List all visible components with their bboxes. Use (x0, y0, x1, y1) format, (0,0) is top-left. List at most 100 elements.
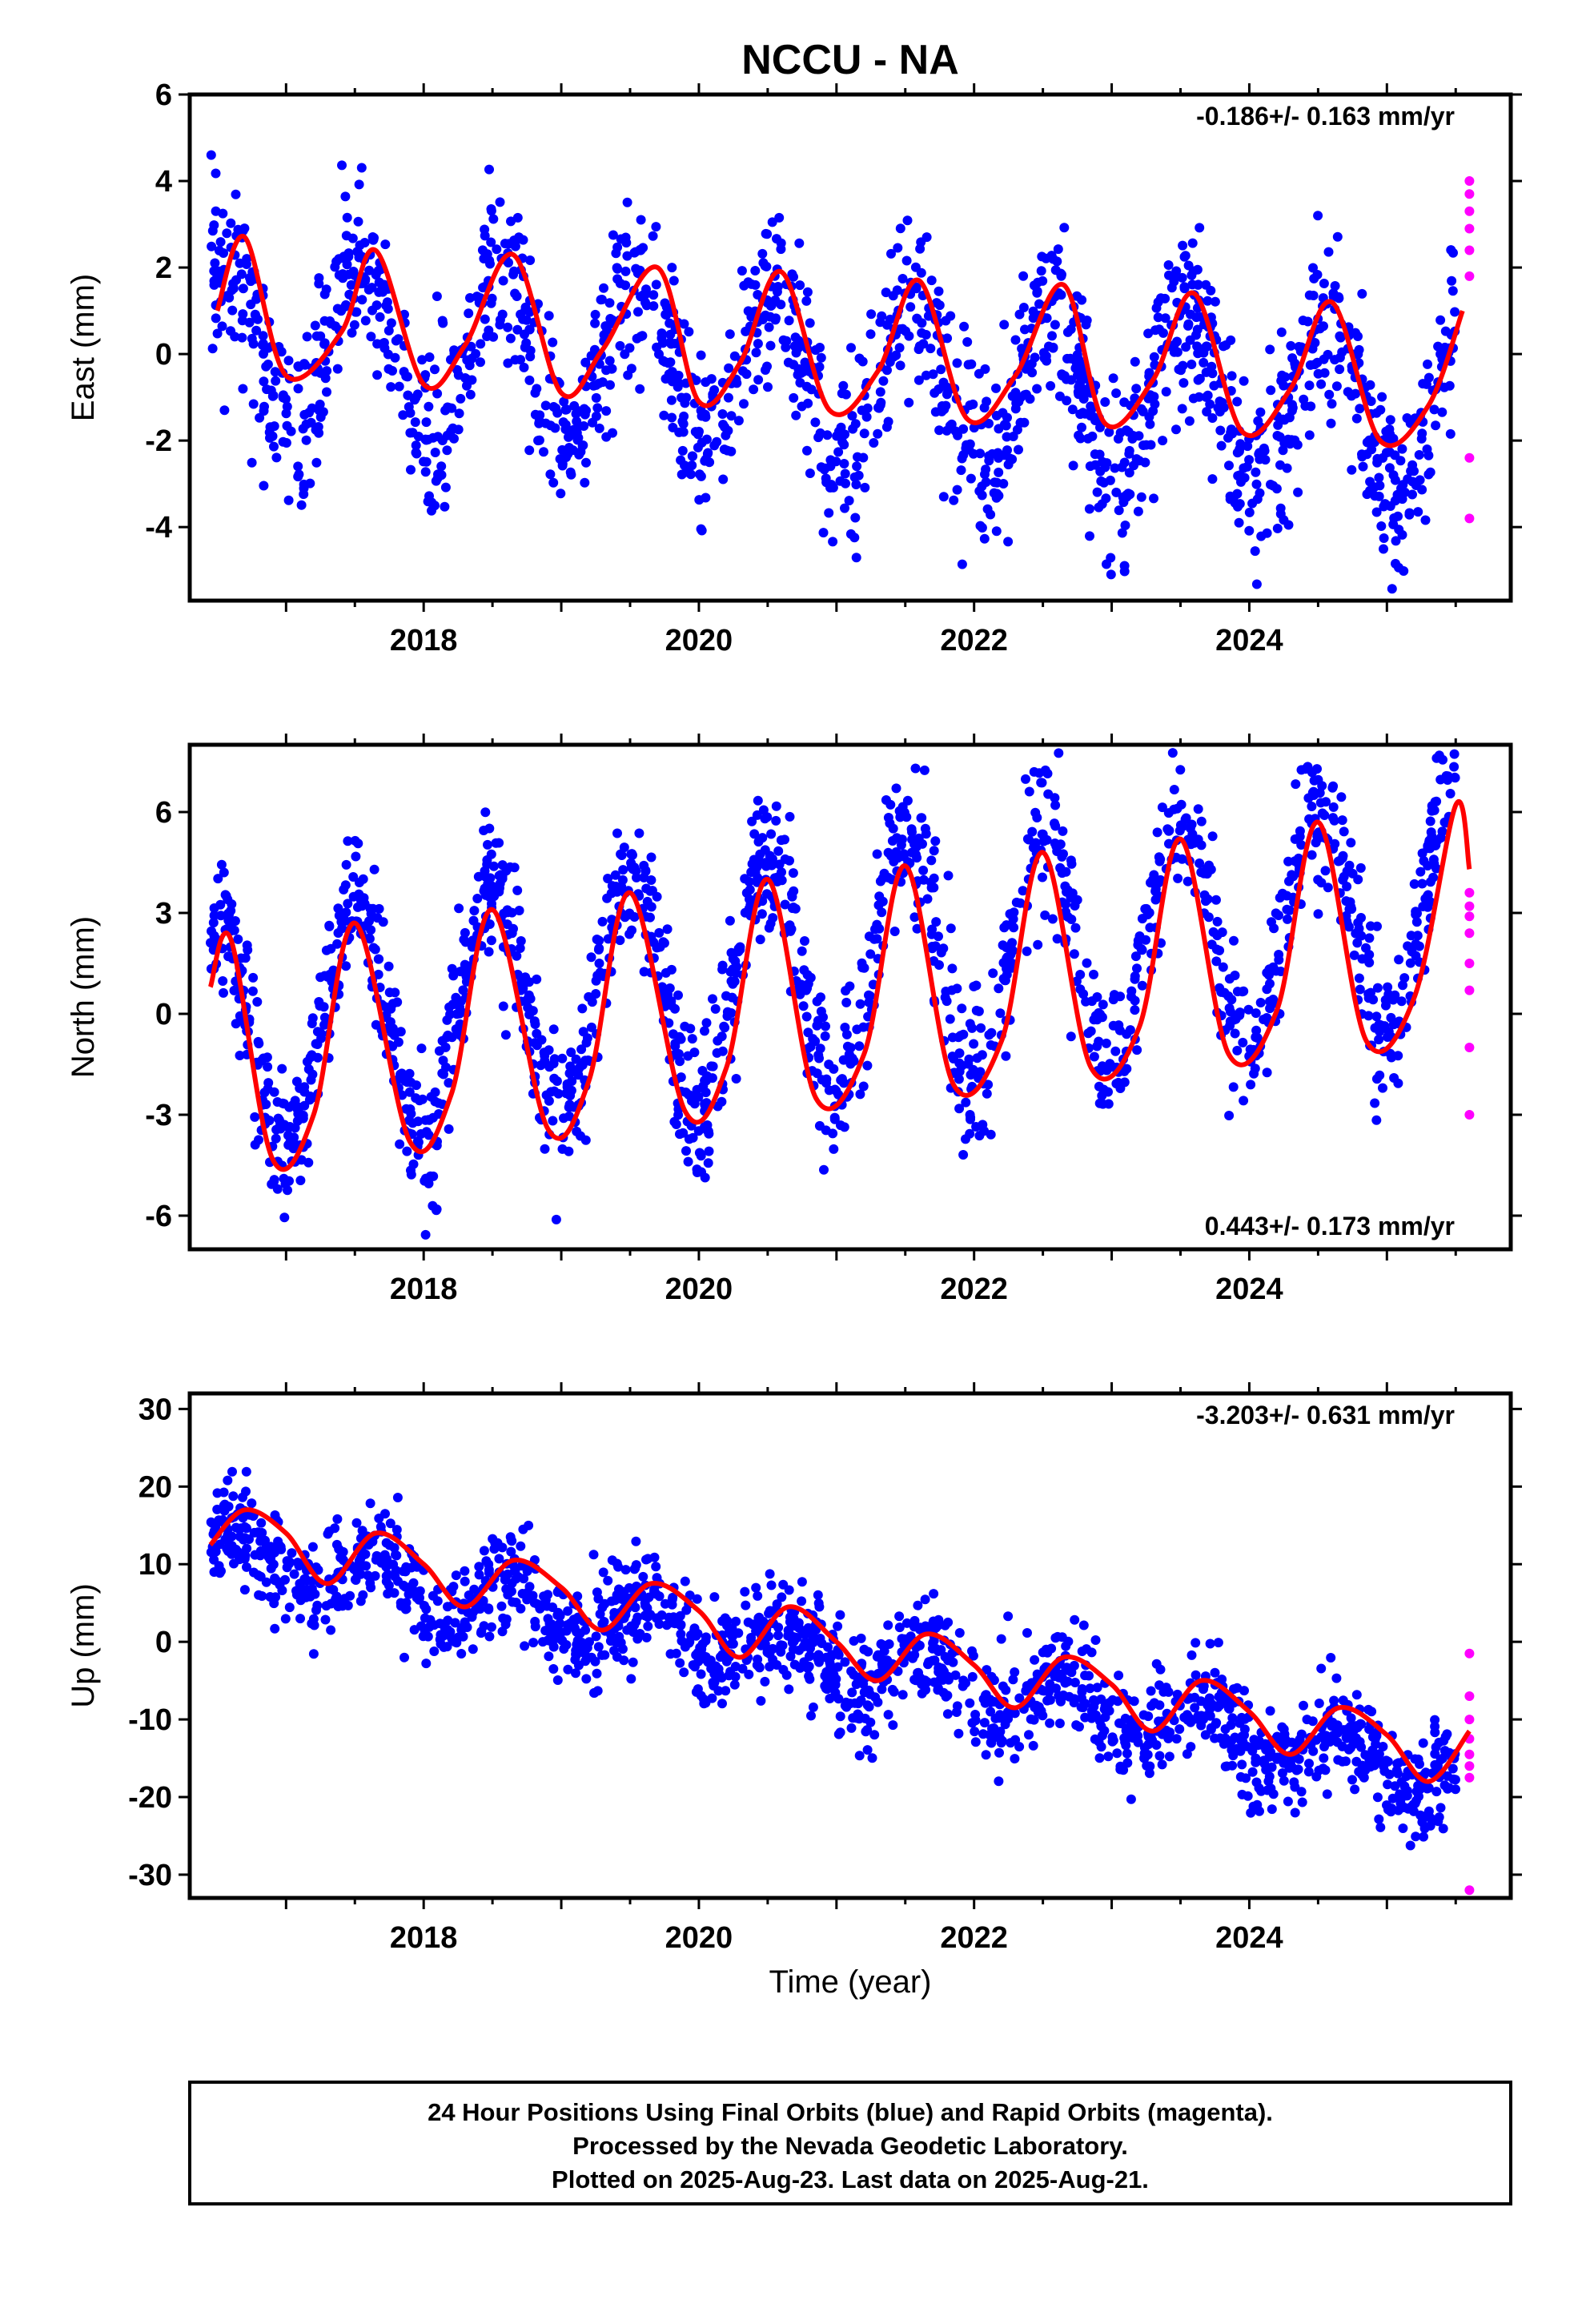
final-point (239, 1522, 250, 1532)
final-point (1131, 384, 1142, 394)
final-point (1383, 1779, 1393, 1790)
final-point (404, 1589, 414, 1599)
final-point (980, 469, 990, 480)
final-point (940, 1651, 950, 1662)
final-point (752, 810, 762, 820)
final-point (282, 401, 292, 412)
final-point (596, 295, 607, 304)
final-point (1379, 501, 1389, 512)
final-point (498, 1001, 508, 1011)
final-point (310, 1589, 320, 1599)
final-point (776, 244, 786, 255)
final-point (795, 280, 805, 291)
final-point (1399, 566, 1409, 576)
final-point (712, 436, 722, 447)
final-point (226, 218, 236, 228)
final-point (749, 854, 759, 865)
final-point (1101, 1038, 1111, 1048)
final-point (685, 469, 696, 480)
final-point (679, 319, 689, 329)
final-point (326, 1625, 336, 1635)
final-point (218, 976, 228, 986)
final-point (380, 239, 391, 250)
final-point (798, 1001, 809, 1011)
final-point (1379, 544, 1388, 554)
final-point (965, 1110, 975, 1120)
final-point (839, 1122, 849, 1132)
final-point (409, 395, 420, 405)
final-point (517, 1589, 528, 1598)
final-point (404, 1068, 415, 1079)
final-point (267, 391, 278, 401)
final-point (700, 1026, 709, 1036)
final-point (854, 1751, 865, 1761)
final-point (1251, 1008, 1261, 1019)
final-point (489, 891, 500, 902)
final-point (1323, 883, 1333, 893)
final-point (479, 1546, 489, 1556)
final-point (954, 1048, 965, 1059)
final-point (833, 1729, 844, 1739)
final-point (373, 266, 383, 275)
final-point (1084, 504, 1094, 514)
final-point (1390, 475, 1400, 485)
final-point (1388, 995, 1399, 1005)
final-point (949, 495, 959, 505)
final-point (219, 867, 229, 878)
final-point (235, 1051, 245, 1060)
final-point (1098, 1099, 1108, 1109)
final-point (516, 936, 526, 946)
final-point (437, 1631, 448, 1642)
final-point (773, 1630, 783, 1641)
final-point (791, 410, 801, 420)
final-point (930, 1655, 940, 1666)
final-point (504, 258, 513, 267)
final-point (1303, 316, 1313, 327)
final-point (743, 1617, 753, 1627)
final-point (966, 359, 977, 369)
final-point (1132, 963, 1142, 974)
final-point (1107, 1736, 1118, 1747)
final-point (668, 1592, 678, 1602)
final-point (229, 985, 239, 995)
final-point (1102, 458, 1112, 468)
final-point (1090, 460, 1101, 470)
final-point (1387, 1052, 1396, 1063)
final-point (403, 390, 413, 400)
final-point (375, 1522, 386, 1532)
final-point (1379, 533, 1389, 543)
final-point (1437, 407, 1447, 417)
final-point (413, 1137, 424, 1148)
final-point (532, 974, 542, 984)
final-point (1118, 497, 1129, 508)
final-point (833, 426, 844, 436)
final-point (208, 918, 219, 928)
final-point (1171, 424, 1181, 435)
final-point (999, 450, 1010, 460)
final-point (1137, 914, 1147, 924)
final-point (1394, 955, 1404, 965)
final-point (765, 1569, 775, 1579)
final-point (701, 1698, 711, 1708)
final-point (882, 320, 892, 330)
final-point (816, 1007, 826, 1016)
final-point (835, 1711, 845, 1722)
rapid-point (1464, 985, 1475, 995)
final-point (1251, 579, 1262, 589)
final-point (1314, 1765, 1324, 1775)
final-point (805, 468, 815, 478)
final-point (1244, 507, 1255, 517)
final-point (1346, 838, 1356, 848)
final-point (1098, 999, 1108, 1010)
final-point (1357, 288, 1367, 299)
final-point (684, 327, 694, 337)
final-point (1449, 762, 1460, 772)
final-point (665, 357, 676, 368)
final-point (1331, 1673, 1342, 1683)
final-point (700, 409, 710, 420)
final-point (596, 1650, 607, 1660)
final-point (347, 328, 357, 338)
final-point (1312, 270, 1323, 279)
final-point (1217, 927, 1227, 938)
final-point (242, 254, 252, 264)
